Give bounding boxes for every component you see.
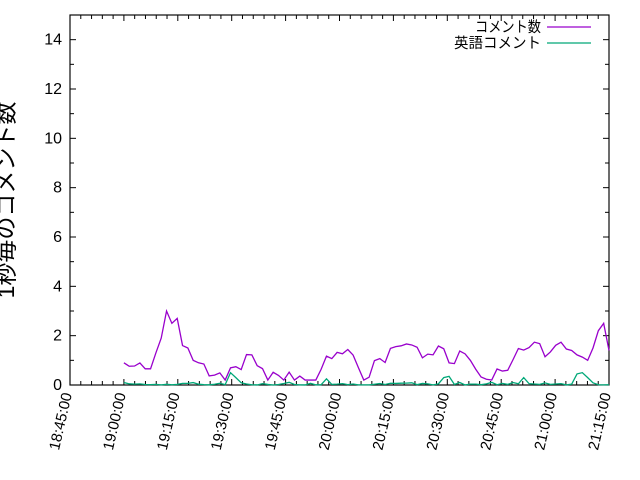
svg-text:8: 8 bbox=[53, 180, 62, 197]
svg-text:英語コメント: 英語コメント bbox=[454, 35, 541, 52]
svg-text:2: 2 bbox=[53, 328, 62, 345]
svg-text:コメント数: コメント数 bbox=[475, 19, 541, 36]
svg-text:12: 12 bbox=[44, 81, 62, 98]
svg-text:10: 10 bbox=[44, 130, 62, 147]
svg-text:6: 6 bbox=[53, 229, 62, 246]
svg-text:4: 4 bbox=[53, 278, 62, 295]
svg-text:1秒毎のコメント数: 1秒毎のコメント数 bbox=[0, 102, 19, 299]
svg-text:14: 14 bbox=[44, 32, 62, 49]
